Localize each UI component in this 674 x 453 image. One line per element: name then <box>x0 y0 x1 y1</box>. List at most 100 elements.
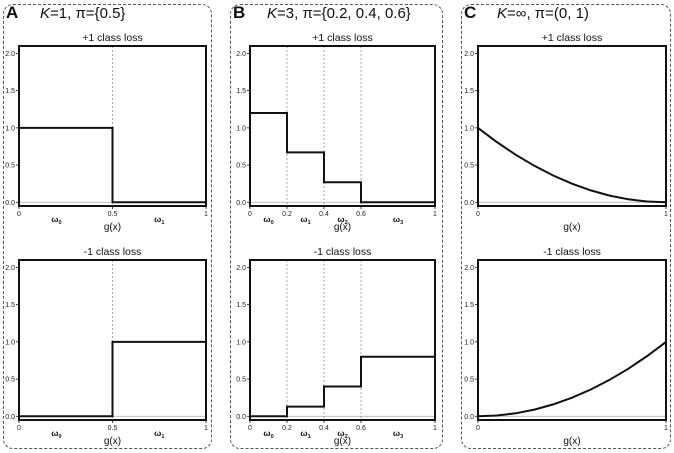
chart-b-2-ytick-label-0: 0.0 <box>236 414 246 421</box>
chart-a-1-xtick-label-2: 1 <box>204 211 208 218</box>
panel-b-title: K=3, π={0.2, 0.4, 0.6} <box>267 5 411 22</box>
chart-b-1-xtick-label-4: 1 <box>433 211 437 218</box>
chart-b-2-region-label-1: ω1 <box>300 428 310 440</box>
chart-b-1-xtick-label-2: 0.4 <box>319 211 329 218</box>
chart-a-1-ytick-label-2: 1.0 <box>5 125 15 132</box>
panel-b-frame <box>230 4 443 449</box>
chart-b-1-frame <box>249 45 436 207</box>
chart-b-1-ytick-label-4: 2.0 <box>236 51 246 58</box>
chart-a-1-title: +1 class loss <box>82 32 142 44</box>
panel-a-frame <box>3 4 212 449</box>
chart-c-2-xtick-label-1: 1 <box>664 425 668 432</box>
chart-a-1-region-label-0: ω0 <box>51 214 61 226</box>
chart-c-1-ytick-label-2: 1.0 <box>464 125 474 132</box>
chart-a-1-region-label-1: ω1 <box>154 214 164 226</box>
chart-c-2-frame <box>477 259 667 421</box>
chart-b-2-ytick-label-3: 1.5 <box>236 302 246 309</box>
chart-a-1-ytick-label-3: 1.5 <box>5 88 15 95</box>
chart-b-1-ytick-label-2: 1.0 <box>236 125 246 132</box>
panel-a-letter: A <box>6 3 19 22</box>
chart-c-2-xtick-label-0: 0 <box>476 425 480 432</box>
chart-c-2-ytick-label-0: 0.0 <box>464 414 474 421</box>
panel-c-frame <box>461 4 671 449</box>
panel-c-title-rest: =∞, π=(0, 1) <box>507 5 589 22</box>
chart-a-2-ytick-label-2: 1.0 <box>5 339 15 346</box>
chart-a-1-ytick-label-1: 0.5 <box>5 163 15 170</box>
chart-b-2-xtick-label-2: 0.4 <box>319 425 329 432</box>
chart-b-2-series-0 <box>250 355 435 418</box>
chart-b-2-region-label-3: ω3 <box>393 428 403 440</box>
chart-b-2-region-label-0: ω0 <box>263 428 273 440</box>
chart-b-2-region-label-2: ω2 <box>337 428 347 440</box>
chart-c-1-frame <box>477 45 667 207</box>
chart-b-1-series-0 <box>250 112 435 204</box>
chart-b-1-xtick-label-1: 0.2 <box>282 211 292 218</box>
chart-b-1-ytick-label-3: 1.5 <box>236 88 246 95</box>
chart-a-2-xtick-label-2: 1 <box>204 425 208 432</box>
panel-a-title: K=1, π={0.5} <box>40 5 125 22</box>
chart-c-1-ytick-label-3: 1.5 <box>464 88 474 95</box>
chart-b-1-region-label-2: ω2 <box>337 214 347 226</box>
panel-c-letter: C <box>464 3 477 22</box>
chart-c-2-ytick-label-2: 1.0 <box>464 339 474 346</box>
chart-b-2-ytick-label-4: 2.0 <box>236 265 246 272</box>
chart-a-2-ytick-label-3: 1.5 <box>5 302 15 309</box>
chart-b-1-region-label-0: ω0 <box>263 214 273 226</box>
chart-b-1-xtick-label-3: 0.6 <box>356 211 366 218</box>
chart-c-1-xtick-label-0: 0 <box>476 211 480 218</box>
panel-b-letter: B <box>233 3 246 22</box>
chart-b-1-title: +1 class loss <box>312 32 372 44</box>
chart-b-1-xlabel: g(x) <box>334 222 351 233</box>
chart-c-2-ytick-label-1: 0.5 <box>464 377 474 384</box>
chart-a-1-ytick-label-0: 0.0 <box>5 200 15 207</box>
chart-b-2-xlabel: g(x) <box>334 436 351 447</box>
chart-c-1-ytick-label-4: 2.0 <box>464 51 474 58</box>
chart-c-1-xlabel: g(x) <box>563 222 580 233</box>
chart-a-1-ytick-label-4: 2.0 <box>5 51 15 58</box>
chart-c-1-xtick-label-1: 1 <box>664 211 668 218</box>
chart-a-1-xtick-label-0: 0 <box>17 211 21 218</box>
chart-a-2-xtick-label-1: 0.5 <box>108 425 118 432</box>
chart-b-1-ytick-label-0: 0.0 <box>236 200 246 207</box>
chart-b-1-ytick-label-1: 0.5 <box>236 163 246 170</box>
chart-b-2-title: -1 class loss <box>314 246 372 258</box>
chart-c-1-ytick-label-1: 0.5 <box>464 163 474 170</box>
chart-a-2-xtick-label-0: 0 <box>17 425 21 432</box>
chart-b-2-xtick-label-3: 0.6 <box>356 425 366 432</box>
chart-a-2-ytick-label-4: 2.0 <box>5 265 15 272</box>
chart-c-2-title: -1 class loss <box>543 246 601 258</box>
panel-c-title: K=∞, π=(0, 1) <box>497 5 589 22</box>
panel-b-title-k: K <box>267 5 278 22</box>
chart-a-2-region-label-0: ω0 <box>51 428 61 440</box>
panel-a-title-rest: =1, π={0.5} <box>50 5 126 22</box>
chart-c-2-xlabel: g(x) <box>563 436 580 447</box>
chart-c-1-title: +1 class loss <box>542 32 602 44</box>
chart-b-1-region-label-1: ω1 <box>300 214 310 226</box>
chart-c-1-ytick-label-0: 0.0 <box>464 200 474 207</box>
chart-a-1-xtick-label-1: 0.5 <box>108 211 118 218</box>
panel-a-title-k: K <box>40 5 51 22</box>
chart-b-1-region-label-3: ω3 <box>393 214 403 226</box>
chart-b-2-ytick-label-2: 1.0 <box>236 339 246 346</box>
chart-c-2-ytick-label-4: 2.0 <box>464 265 474 272</box>
chart-a-2-title: -1 class loss <box>84 246 142 258</box>
panel-b-title-rest: =3, π={0.2, 0.4, 0.6} <box>277 5 411 22</box>
chart-c-1-series-0 <box>477 127 667 204</box>
chart-c-2-series-0 <box>477 341 667 418</box>
panel-c-title-k: K <box>497 5 508 22</box>
chart-a-2-xlabel: g(x) <box>104 436 121 447</box>
chart-b-2-ytick-label-1: 0.5 <box>236 377 246 384</box>
chart-a-2-series-0 <box>19 340 206 418</box>
chart-a-1-xlabel: g(x) <box>104 222 121 233</box>
chart-b-1-xtick-label-0: 0 <box>248 211 252 218</box>
chart-b-2-xtick-label-1: 0.2 <box>282 425 292 432</box>
chart-c-2-ytick-label-3: 1.5 <box>464 302 474 309</box>
chart-a-2-ytick-label-0: 0.0 <box>5 414 15 421</box>
chart-a-1-series-0 <box>19 126 206 204</box>
chart-b-2-frame <box>249 259 436 421</box>
chart-a-2-region-label-1: ω1 <box>154 428 164 440</box>
chart-a-2-ytick-label-1: 0.5 <box>5 377 15 384</box>
chart-b-2-xtick-label-4: 1 <box>433 425 437 432</box>
chart-b-2-xtick-label-0: 0 <box>248 425 252 432</box>
